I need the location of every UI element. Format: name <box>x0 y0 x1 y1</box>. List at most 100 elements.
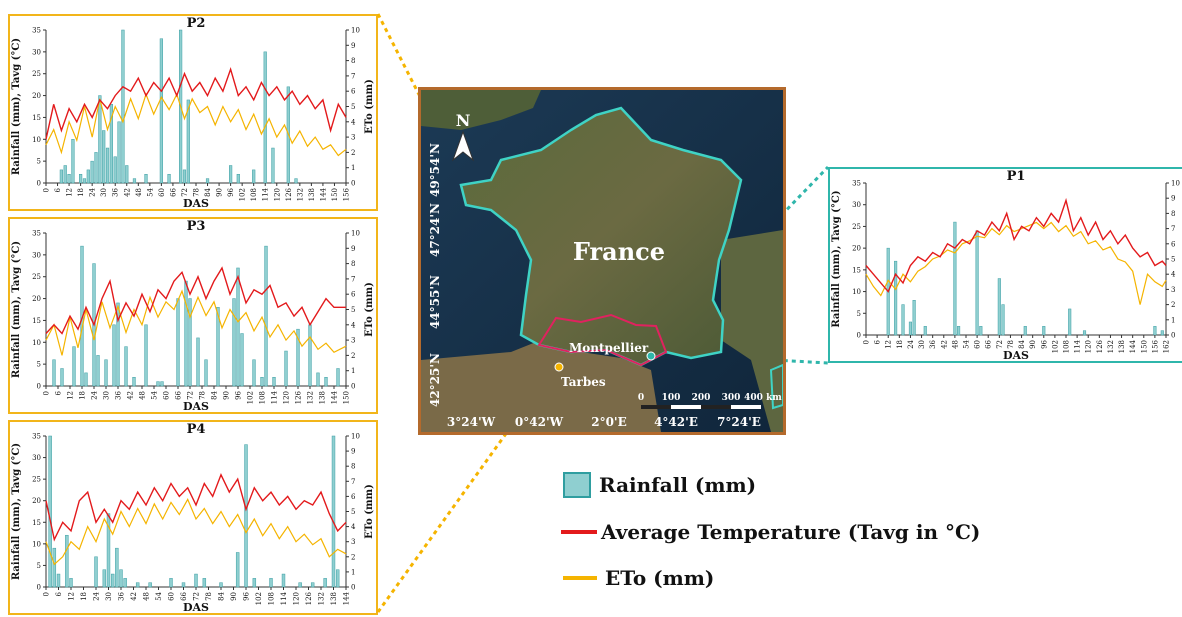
rainfall-bar <box>1153 326 1157 336</box>
rainfall-bar <box>104 359 108 387</box>
rainfall-bar <box>105 147 110 184</box>
rainfall-bar <box>69 578 73 588</box>
y-left-tick-label: 0 <box>857 332 861 340</box>
x-tick-label: 156 <box>343 187 351 201</box>
legend-item-eto: ETo (mm) <box>563 566 714 590</box>
x-tick-label: 36 <box>112 187 120 196</box>
tavg-series-line <box>45 67 347 140</box>
x-tick-label: 132 <box>318 592 326 605</box>
lon-label-2: 0°42'W <box>515 415 564 429</box>
y-right-tick-label: 8 <box>351 260 355 268</box>
rainfall-bar <box>52 359 56 387</box>
rainfall-bar <box>252 169 256 184</box>
rainfall-bar <box>119 569 123 588</box>
rainfall-bar <box>184 280 188 387</box>
x-axis-label: DAS <box>1003 349 1029 361</box>
x-tick-label: 0 <box>43 592 51 596</box>
rainfall-bar <box>316 372 320 387</box>
italy-land <box>721 230 783 432</box>
occitanie-region <box>537 313 668 367</box>
scale-label-400: 400 km <box>744 393 782 403</box>
y-left-tick-label: 10 <box>32 540 41 548</box>
scale-label-200: 200 <box>692 393 711 403</box>
y-left-tick-label: 10 <box>32 339 41 347</box>
rainfall-bar <box>908 321 912 336</box>
y-right-tick-label: 7 <box>351 72 355 80</box>
y-right-tick-label: 4 <box>351 321 356 329</box>
x-tick-label: 138 <box>330 592 338 605</box>
rainfall-bar <box>72 346 76 387</box>
x-tick-label: 138 <box>319 391 327 404</box>
x-tick-label: 150 <box>331 188 339 201</box>
rainfall-bar <box>56 573 61 588</box>
x-tick-label: 72 <box>181 188 189 197</box>
rainfall-bar <box>125 165 129 184</box>
eto-series-line <box>45 92 347 157</box>
x-tick-label: 6 <box>54 187 62 192</box>
x-tick-label: 66 <box>180 591 188 600</box>
y-axis-right-label: ETo (mm) <box>364 484 375 539</box>
x-tick-label: 126 <box>285 187 293 201</box>
y-right-tick-label: 1 <box>1171 316 1175 324</box>
y-right-tick-label: 0 <box>351 584 355 592</box>
rainfall-bar <box>324 377 328 387</box>
rainfall-bar <box>894 260 898 336</box>
y-right-tick-label: 0 <box>351 180 355 188</box>
chart-panel-p4: P4 0 5 10 15 20 25 30 35 0 1 2 3 4 5 6 7 8 9 10 0 6 12 18 24 30 36… <box>8 420 378 615</box>
x-tick-label: 78 <box>1007 340 1015 349</box>
rainfall-bar <box>109 104 113 184</box>
x-tick-label: 120 <box>293 592 301 605</box>
x-tick-label: 60 <box>163 391 171 400</box>
x-tick-label: 42 <box>123 188 131 197</box>
rainfall-bar <box>1082 330 1087 336</box>
rainfall-bar <box>264 245 268 387</box>
latitude-labels: 49°54'N 47°24'N 44°55'N 42°25'N <box>428 143 442 407</box>
rainfall-bar <box>59 169 63 184</box>
eto-series-line <box>45 498 347 566</box>
map-country-label: France <box>573 237 665 266</box>
x-tick-label: 96 <box>243 591 251 600</box>
x-tick-label: 60 <box>158 188 166 197</box>
y-left-tick-label: 30 <box>32 48 41 56</box>
rainfall-bar <box>236 174 240 184</box>
x-tick-label: 12 <box>68 592 76 601</box>
rainfall-bar <box>156 381 160 387</box>
x-tick-label: 150 <box>1140 340 1148 353</box>
x-tick-label: 108 <box>259 391 267 404</box>
y-right-tick-label: 10 <box>351 230 360 238</box>
x-tick-label: 42 <box>127 391 135 400</box>
rainfall-bar <box>252 359 256 387</box>
y-left-tick-label: 10 <box>852 288 861 296</box>
north-arrow-label: N <box>456 111 471 130</box>
y-right-tick-label: 0 <box>351 383 355 391</box>
y-axis-right-label: ETo (mm) <box>364 79 375 134</box>
rainfall-bar <box>923 326 927 336</box>
x-tick-label: 0 <box>43 188 51 192</box>
y-left-tick-label: 35 <box>32 27 41 35</box>
rainfall-bar <box>159 38 163 184</box>
x-tick-label: 48 <box>139 391 147 400</box>
legend-item-tavg: Average Temperature (Tavg in °C) <box>561 520 980 544</box>
rainfall-bar <box>232 298 236 387</box>
x-tick-label: 72 <box>996 340 1004 349</box>
y-right-tick-label: 10 <box>351 27 360 35</box>
rainfall-bar <box>94 152 98 184</box>
montpellier-marker <box>646 351 656 361</box>
y-left-tick-label: 35 <box>852 180 861 188</box>
y-axis-left-label: Rainfall (mm), Tavg (°C) <box>831 190 842 327</box>
rainfall-bar <box>102 130 106 184</box>
rainfall-bar <box>240 333 244 387</box>
x-tick-label: 72 <box>193 592 201 601</box>
y-right-tick-label: 6 <box>1171 240 1176 248</box>
x-tick-label: 96 <box>227 187 235 196</box>
y-right-tick-label: 2 <box>351 553 355 561</box>
tavg-series-line <box>865 197 1167 293</box>
y-right-tick-label: 0 <box>1171 332 1175 340</box>
y-left-tick-label: 15 <box>852 266 861 274</box>
x-tick-label: 114 <box>280 591 288 605</box>
y-left-tick-label: 25 <box>32 273 41 281</box>
y-left-tick-label: 0 <box>37 383 41 391</box>
x-tick-label: 102 <box>1051 340 1059 353</box>
